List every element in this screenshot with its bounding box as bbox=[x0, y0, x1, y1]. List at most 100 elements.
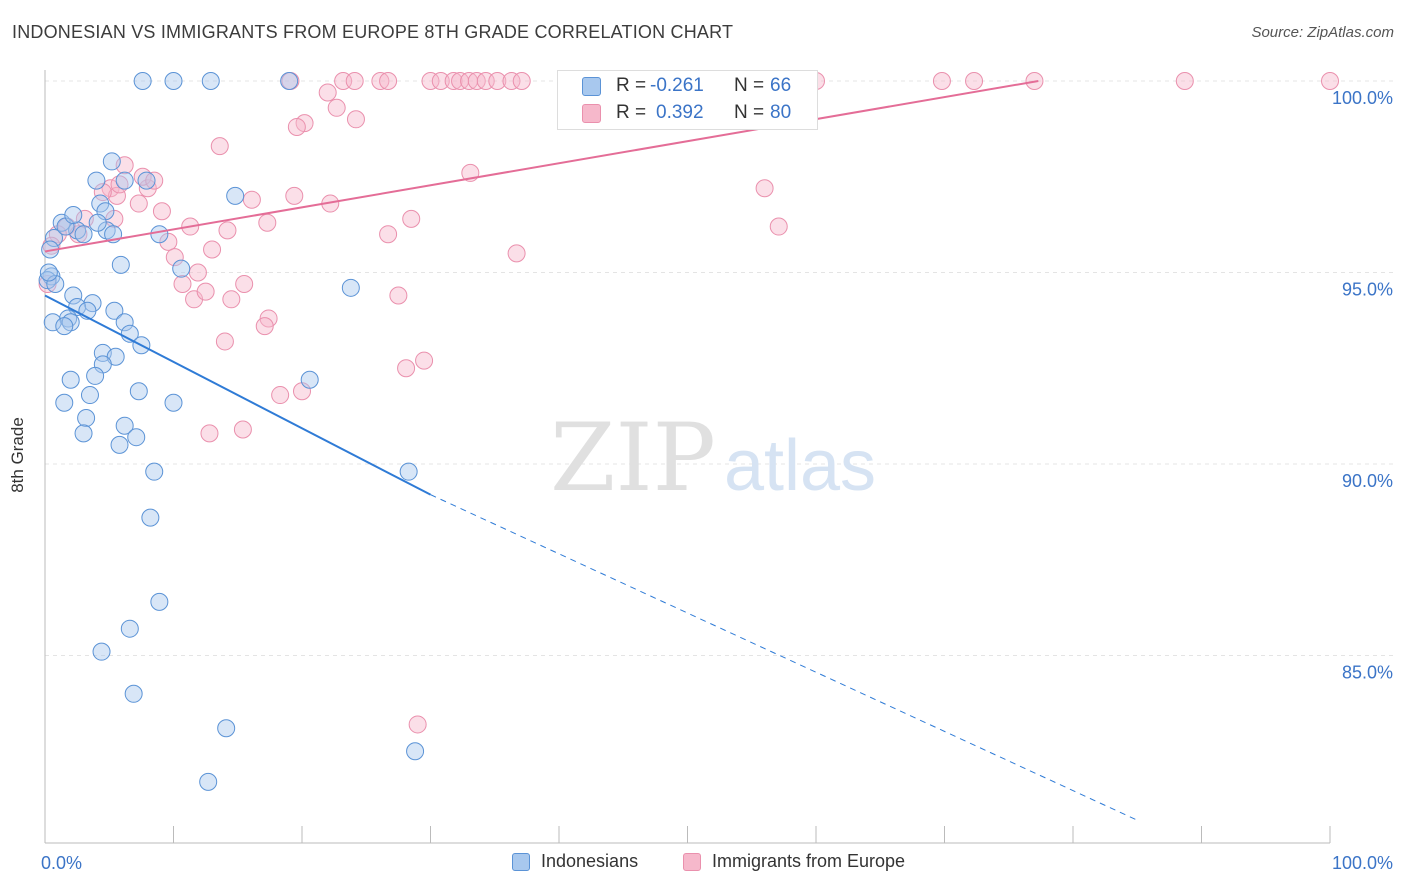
point-indonesians bbox=[110, 435, 129, 454]
point-immigrants-from-europe bbox=[188, 263, 207, 282]
y-tick-label: 90.0% bbox=[1342, 471, 1393, 491]
point-immigrants-from-europe bbox=[215, 332, 234, 351]
point-immigrants-from-europe bbox=[512, 72, 531, 90]
trend-line-immigrants-from-europe bbox=[44, 80, 1039, 253]
point-indonesians bbox=[64, 286, 83, 305]
stats-swatch-blue bbox=[582, 77, 601, 96]
point-immigrants-from-europe bbox=[255, 317, 274, 336]
point-immigrants-from-europe bbox=[203, 240, 222, 259]
point-indonesians bbox=[92, 642, 111, 661]
point-immigrants-from-europe bbox=[235, 274, 254, 293]
point-indonesians bbox=[300, 370, 319, 389]
point-indonesians bbox=[44, 229, 63, 248]
point-indonesians bbox=[150, 225, 169, 244]
point-indonesians bbox=[105, 301, 124, 320]
point-immigrants-from-europe bbox=[421, 72, 440, 90]
point-immigrants-from-europe bbox=[379, 225, 398, 244]
gridlines bbox=[45, 80, 1395, 656]
point-immigrants-from-europe bbox=[173, 274, 192, 293]
legend-label: Immigrants from Europe bbox=[712, 851, 906, 871]
legend-item-indonesians[interactable]: Indonesians bbox=[512, 851, 638, 872]
point-indonesians bbox=[199, 772, 218, 791]
point-indonesians bbox=[88, 213, 107, 232]
point-immigrants-from-europe bbox=[318, 83, 337, 102]
point-indonesians bbox=[150, 592, 169, 611]
point-immigrants-from-europe bbox=[271, 386, 290, 405]
point-immigrants-from-europe bbox=[145, 171, 164, 190]
legend-item-immigrants[interactable]: Immigrants from Europe bbox=[683, 851, 905, 872]
point-immigrants-from-europe bbox=[285, 186, 304, 205]
point-indonesians bbox=[127, 428, 146, 447]
x-tick-label: 0.0% bbox=[41, 853, 82, 873]
point-indonesians bbox=[172, 259, 191, 278]
point-immigrants-from-europe bbox=[502, 72, 521, 90]
point-immigrants-from-europe bbox=[242, 190, 261, 209]
point-immigrants-from-europe bbox=[755, 179, 774, 198]
point-indonesians bbox=[217, 719, 236, 738]
point-immigrants-from-europe bbox=[488, 72, 507, 90]
point-immigrants-from-europe bbox=[397, 359, 416, 378]
point-immigrants-from-europe bbox=[233, 420, 252, 439]
point-indonesians bbox=[141, 508, 160, 527]
point-indonesians bbox=[201, 72, 220, 90]
watermark-atlas: atlas bbox=[724, 426, 876, 506]
y-tick-label: 100.0% bbox=[1332, 88, 1393, 108]
stats-n-value: 66 bbox=[770, 75, 792, 96]
point-indonesians bbox=[80, 386, 99, 405]
point-indonesians bbox=[86, 366, 105, 385]
point-immigrants-from-europe bbox=[932, 72, 951, 90]
point-indonesians bbox=[129, 382, 148, 401]
y-tick-label: 85.0% bbox=[1342, 663, 1393, 683]
stats-legend-box: R = -0.261 N = 66 R = 0.392 N = 80 bbox=[557, 70, 818, 130]
trend-lines bbox=[44, 80, 1138, 821]
tick-labels: 85.0% 90.0% 95.0% 100.0% 0.0% 100.0% bbox=[41, 88, 1393, 873]
point-indonesians bbox=[115, 313, 134, 332]
point-immigrants-from-europe bbox=[1175, 72, 1194, 90]
series-indonesians-points bbox=[38, 72, 425, 791]
point-immigrants-from-europe bbox=[444, 72, 463, 90]
point-immigrants-from-europe bbox=[345, 72, 364, 90]
trend-line-indonesians-extension bbox=[430, 494, 1138, 821]
watermark: ZIP atlas bbox=[550, 404, 876, 513]
point-indonesians bbox=[77, 409, 96, 428]
point-indonesians bbox=[399, 462, 418, 481]
point-immigrants-from-europe bbox=[415, 351, 434, 370]
point-indonesians bbox=[133, 72, 152, 90]
series-immigrants-points bbox=[38, 72, 1339, 734]
point-immigrants-from-europe bbox=[402, 209, 421, 228]
stats-n-label: N = bbox=[734, 75, 765, 96]
point-indonesians bbox=[280, 72, 299, 90]
point-immigrants-from-europe bbox=[287, 117, 306, 136]
point-immigrants-from-europe bbox=[222, 290, 241, 309]
point-immigrants-from-europe bbox=[408, 715, 427, 734]
point-indonesians bbox=[164, 393, 183, 412]
stats-r-label: R = bbox=[616, 102, 647, 123]
stats-r-label: R = bbox=[616, 75, 647, 96]
point-indonesians bbox=[124, 684, 143, 703]
point-immigrants-from-europe bbox=[507, 244, 526, 263]
point-immigrants-from-europe bbox=[769, 217, 788, 236]
point-indonesians bbox=[115, 416, 134, 435]
point-indonesians bbox=[115, 171, 134, 190]
point-immigrants-from-europe bbox=[200, 424, 219, 443]
point-indonesians bbox=[61, 370, 80, 389]
point-immigrants-from-europe bbox=[431, 72, 450, 90]
stats-r-value: -0.261 bbox=[650, 75, 704, 96]
point-indonesians bbox=[64, 206, 83, 225]
stats-n-value: 80 bbox=[770, 102, 792, 123]
watermark-zip: ZIP bbox=[550, 404, 716, 513]
point-indonesians bbox=[74, 424, 93, 443]
point-indonesians bbox=[55, 393, 74, 412]
point-immigrants-from-europe bbox=[965, 72, 984, 90]
point-indonesians bbox=[137, 171, 156, 190]
point-immigrants-from-europe bbox=[138, 179, 157, 198]
stats-n-label: N = bbox=[734, 102, 765, 123]
point-immigrants-from-europe bbox=[327, 98, 346, 117]
point-immigrants-from-europe bbox=[129, 194, 148, 213]
axes bbox=[44, 70, 1331, 844]
legend-swatch-pink bbox=[683, 852, 701, 871]
legend-swatch-blue bbox=[512, 852, 530, 871]
point-indonesians bbox=[120, 619, 139, 638]
stats-r-value: 0.392 bbox=[656, 102, 704, 123]
